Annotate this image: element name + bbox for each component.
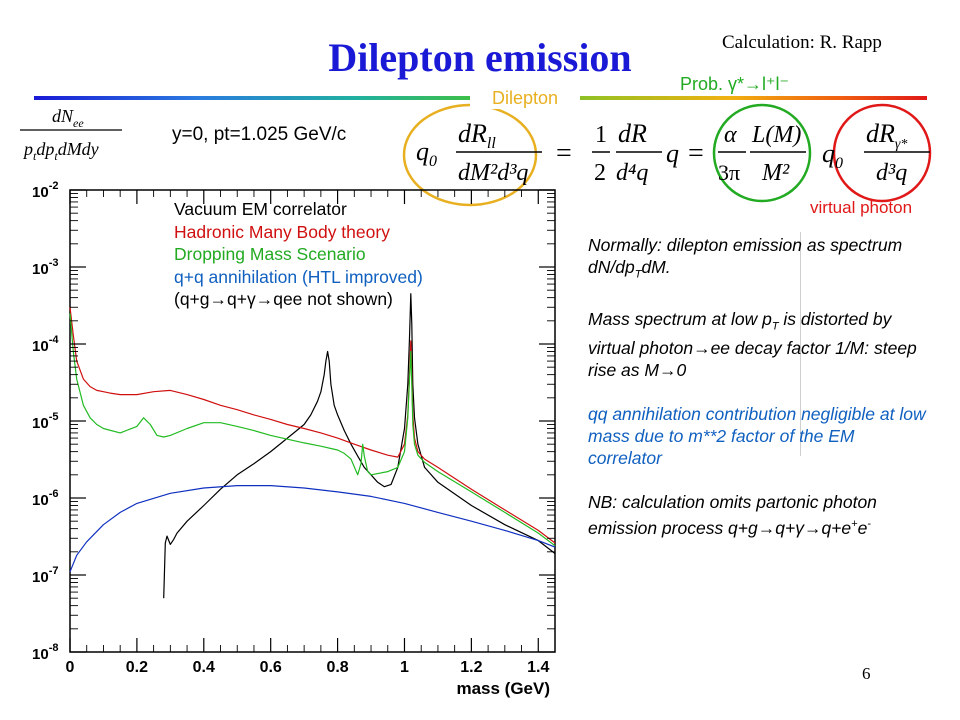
series-line-hadronic-many-body-theory — [69, 307, 556, 544]
rate-formula: q0 dRll dM²d³q = 1 2 dR d⁴q q = α 3π L(M… — [416, 119, 930, 186]
y-tick-label: 10-2 — [32, 180, 58, 201]
probability-label: Prob. γ*→l⁺l⁻ — [680, 74, 790, 94]
x-tick-label: 1 — [400, 659, 409, 676]
formula-d4q: d⁴q — [616, 160, 648, 186]
note-normally: Normally: dilepton emission as spectrum … — [588, 235, 903, 281]
legend-hmbt: Hadronic Many Body theory — [174, 221, 390, 242]
separator-line — [800, 232, 801, 456]
y-tick-label: 10-5 — [32, 411, 58, 432]
formula-d3q: d³q — [876, 160, 907, 186]
legend-vacuum: Vacuum EM correlator — [174, 199, 347, 219]
formula-dRll: dRll — [458, 119, 496, 152]
x-tick-label: 0.2 — [126, 659, 148, 676]
formula-q0-left: q0 — [416, 137, 437, 170]
lhs-fraction: dNee ptdptdMdy — [20, 106, 122, 163]
notes-panel: Normally: dilepton emission as spectrum … — [588, 234, 928, 561]
virtual-photon-circle — [832, 103, 932, 203]
note-nb: NB: calculation omits partonic photon em… — [588, 492, 877, 538]
formula-LM: L(M) — [751, 122, 801, 148]
lhs-denominator: ptdptdMdy — [22, 139, 99, 163]
formula-alpha: α — [724, 122, 737, 148]
y-tick-label: 10-7 — [32, 565, 58, 586]
formula-dRgamma: dRγ* — [866, 119, 907, 152]
formula-3pi: 3π — [718, 160, 740, 185]
note-qq-annihilation: qq annihilation contribution negligible … — [588, 404, 926, 468]
probability-circle — [712, 103, 812, 203]
x-tick-label: 1.2 — [460, 659, 482, 676]
note-mass-spectrum: Mass spectrum at low pT is distorted by … — [588, 308, 917, 381]
formula-half-den: 2 — [594, 160, 606, 186]
formula-equals-2: = — [688, 138, 704, 169]
x-tick-label: 0.8 — [326, 659, 348, 676]
series-line-dropping-mass-scenario — [69, 313, 556, 547]
x-tick-label: 0.4 — [193, 659, 215, 676]
lhs-numerator: dNee — [52, 106, 84, 130]
dilepton-label: Dilepton — [470, 88, 580, 109]
formula-q0-right: q0 — [822, 139, 843, 172]
x-tick-label: 1.4 — [527, 659, 549, 676]
series-layer — [69, 293, 556, 599]
chart-legend: Vacuum EM correlator Hadronic Many Body … — [174, 198, 423, 311]
tick-layer: 10-2 10-3 10-4 10-5 10-6 10-7 10-8 0 0.2 0.4 0.6 0.… — [32, 180, 555, 676]
slide-title: Dilepton emission — [328, 35, 632, 80]
formula-dM2d3q: dM²d³q — [458, 160, 528, 186]
x-tick-label: 0 — [66, 659, 75, 676]
x-tick-label: 0.6 — [260, 659, 282, 676]
formula-q: q — [666, 139, 679, 168]
y-tick-label: 10-4 — [32, 334, 59, 355]
formula-dR: dR — [618, 119, 647, 148]
y-tick-label: 10-8 — [32, 642, 58, 663]
series-line-q-q-annihilation-htl-improved — [69, 485, 556, 573]
legend-note: (q+g→q+γ→qee not shown) — [174, 289, 393, 309]
x-axis-label: mass (GeV) — [456, 679, 550, 698]
legend-dropping-mass: Dropping Mass Scenario — [174, 244, 366, 264]
calculation-credit: Calculation: R. Rapp — [722, 32, 882, 53]
series-line-vacuum-em-correlator — [163, 293, 556, 599]
legend-qq-annihilation: q+q annihilation (HTL improved) — [174, 266, 423, 287]
y-tick-label: 10-3 — [32, 257, 58, 278]
page-number: 6 — [862, 664, 871, 683]
formula-half-num: 1 — [595, 122, 607, 148]
formula-equals-1: = — [556, 138, 572, 169]
kinematics-subtitle: y=0, pt=1.025 GeV/c — [172, 124, 347, 145]
formula-M2: M² — [761, 160, 790, 186]
y-tick-label: 10-6 — [32, 488, 58, 509]
virtual-photon-label: virtual photon — [810, 198, 913, 217]
